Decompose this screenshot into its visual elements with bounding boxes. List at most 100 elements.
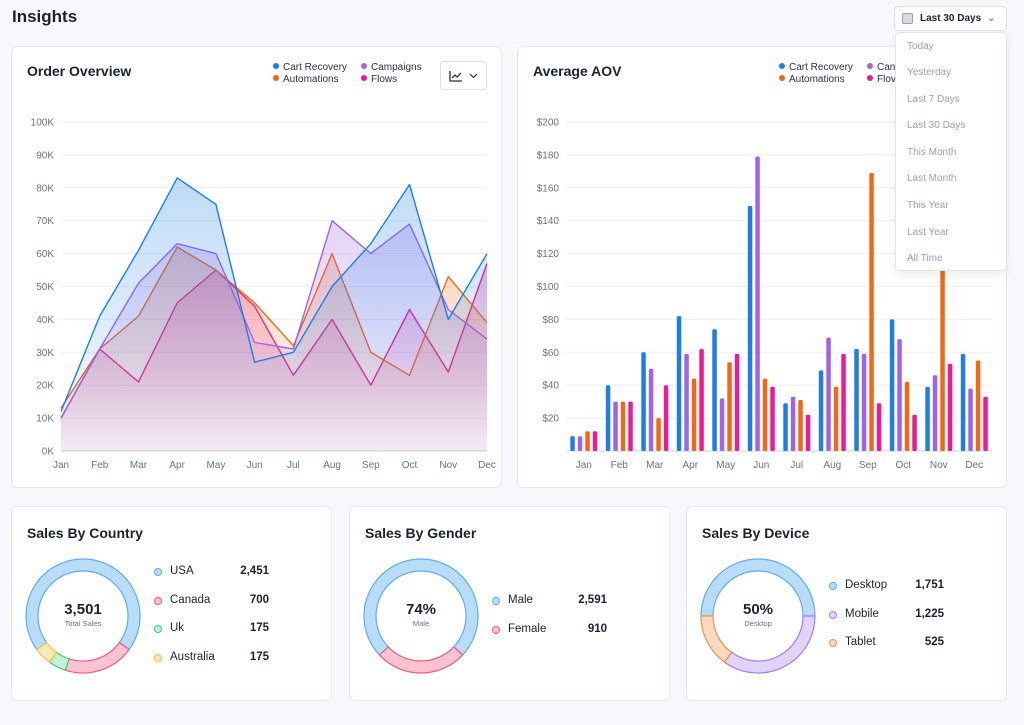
bar-cart-recovery <box>889 319 895 451</box>
bar-flows <box>770 386 775 451</box>
bar-cart-recovery <box>712 329 717 451</box>
donut-segment-tablet <box>700 615 733 663</box>
x-tick-label: Jun <box>247 460 263 471</box>
stat-label: Female <box>508 622 547 635</box>
x-tick-label: May <box>206 460 225 471</box>
legend-dot <box>492 625 500 634</box>
sales-by-gender-donut <box>363 558 479 674</box>
date-option-this-year[interactable]: This Year <box>907 200 949 211</box>
stat-label: USA <box>170 565 194 577</box>
sales-by-country-card: Sales By Country 3,501 Total Sales USA 2,… <box>11 506 332 701</box>
average-aov-chart: $200 $180 $160 $140 $120 $100 $80 $60 $40 $20 Jan F… <box>537 118 992 471</box>
legend-dot <box>829 639 837 647</box>
y-tick-label: 100K <box>31 118 55 129</box>
donut-center-value: 3,501 <box>64 601 102 618</box>
legend-dot-cart-recovery <box>273 63 279 69</box>
date-option-all-time[interactable]: All Time <box>907 253 943 264</box>
average-aov-title: Average AOV <box>533 63 622 79</box>
x-tick-label: Jun <box>753 460 769 471</box>
y-tick-label: $20 <box>542 414 559 425</box>
stat-label: Australia <box>170 650 215 663</box>
x-tick-label: Aug <box>323 460 341 471</box>
legend-item-cart-recovery[interactable]: Cart Recovery <box>273 62 347 73</box>
aov-legend-item-automations[interactable]: Automations <box>779 74 845 85</box>
sales-by-device-donut <box>700 558 816 674</box>
aov-legend-dot-automations <box>779 75 785 81</box>
y-tick-label: 90K <box>36 150 54 161</box>
x-tick-label: Apr <box>169 460 185 471</box>
sales-by-device-title: Sales By Device <box>702 525 810 541</box>
date-option-this-month[interactable]: This Month <box>907 147 957 158</box>
date-option-last-7-days[interactable]: Last 7 Days <box>907 94 960 105</box>
date-option-last-30-days[interactable]: Last 30 Days <box>907 120 966 131</box>
bar-automations <box>620 401 626 451</box>
date-option-today[interactable]: Today <box>907 41 934 52</box>
sales-by-country-title: Sales By Country <box>27 525 143 541</box>
sales-by-gender-title: Sales By Gender <box>365 525 477 541</box>
bar-cart-recovery <box>605 385 611 451</box>
aov-legend-item-flows[interactable]: Flov <box>867 74 896 85</box>
stat-row-canada: Canada 700 <box>154 594 269 610</box>
area-fill-cart-recovery <box>61 177 487 451</box>
bar-automations <box>798 400 803 451</box>
bar-flows <box>983 396 988 451</box>
order-overview-legend: Cart Recovery Campaigns Automations Flow… <box>273 62 443 88</box>
x-tick-label: Nov <box>930 460 948 471</box>
bar-cart-recovery <box>854 349 859 451</box>
chart-type-button[interactable] <box>440 61 487 90</box>
stat-row-australia: Australia 175 <box>154 651 269 667</box>
stat-value: 525 <box>924 636 944 648</box>
x-tick-label: Feb <box>91 460 109 471</box>
stat-value: 175 <box>249 622 269 634</box>
bar-cart-recovery <box>925 386 930 451</box>
x-tick-label: Jan <box>53 460 69 471</box>
chevron-down-icon <box>469 73 478 78</box>
aov-legend-item-campaigns[interactable]: Can <box>867 62 895 73</box>
bar-flows <box>734 353 740 451</box>
date-option-last-month[interactable]: Last Month <box>907 173 957 184</box>
stat-label: Desktop <box>845 579 888 591</box>
aov-legend-item-cart-recovery[interactable]: Cart Recovery <box>779 62 853 73</box>
x-tick-label: Dec <box>965 460 983 471</box>
date-option-last-year[interactable]: Last Year <box>907 227 949 238</box>
bar-flows <box>947 363 953 451</box>
x-tick-label: Feb <box>611 460 629 471</box>
x-tick-label: Aug <box>823 460 841 471</box>
aov-legend-dot-flows <box>867 75 873 81</box>
y-tick-label: $120 <box>537 249 560 260</box>
legend-item-automations[interactable]: Automations <box>273 74 339 85</box>
stat-label: Tablet <box>845 636 876 648</box>
bar-cart-recovery <box>960 353 966 451</box>
stat-value: 1,751 <box>915 579 944 591</box>
date-range-selected: Last 30 Days <box>920 13 982 24</box>
y-tick-label: 30K <box>36 348 54 359</box>
bar-flows <box>841 353 846 451</box>
x-tick-label: Oct <box>895 460 911 471</box>
sales-by-device-center: 50% Desktop <box>713 601 803 628</box>
legend-item-campaigns[interactable]: Campaigns <box>361 62 422 73</box>
y-tick-label: 50K <box>36 282 54 293</box>
bar-campaigns <box>577 436 583 451</box>
order-overview-chart: 100K 90K 80K 70K 60K 50K 40K 30K 20K 10K 0K Jan Feb M… <box>31 118 496 472</box>
stat-label: Mobile <box>845 607 879 620</box>
bar-flows <box>663 385 669 451</box>
x-tick-label: Sep <box>859 460 877 471</box>
stat-value: 910 <box>587 622 607 635</box>
stat-label: Uk <box>170 622 185 634</box>
y-tick-label: 20K <box>36 381 54 392</box>
legend-dot <box>154 625 162 633</box>
legend-item-flows[interactable]: Flows <box>361 74 397 85</box>
date-option-yesterday[interactable]: Yesterday <box>907 67 952 78</box>
bar-automations <box>869 173 874 451</box>
stat-row-uk: Uk 175 <box>154 622 269 638</box>
date-range-button[interactable]: Last 30 Days ⌄ <box>894 6 1007 31</box>
bar-campaigns <box>719 398 725 451</box>
order-overview-card: Order Overview Cart Recovery Campaigns A… <box>11 46 502 488</box>
bar-automations <box>833 386 839 451</box>
stat-row-tablet: Tablet 525 <box>829 636 944 652</box>
page-title: Insights <box>12 7 78 26</box>
donut-segment-australia <box>36 641 58 663</box>
sales-by-gender-center: 74% Male <box>376 601 466 628</box>
stat-row-mobile: Mobile 1,225 <box>829 608 944 624</box>
y-tick-label: $180 <box>537 150 560 161</box>
